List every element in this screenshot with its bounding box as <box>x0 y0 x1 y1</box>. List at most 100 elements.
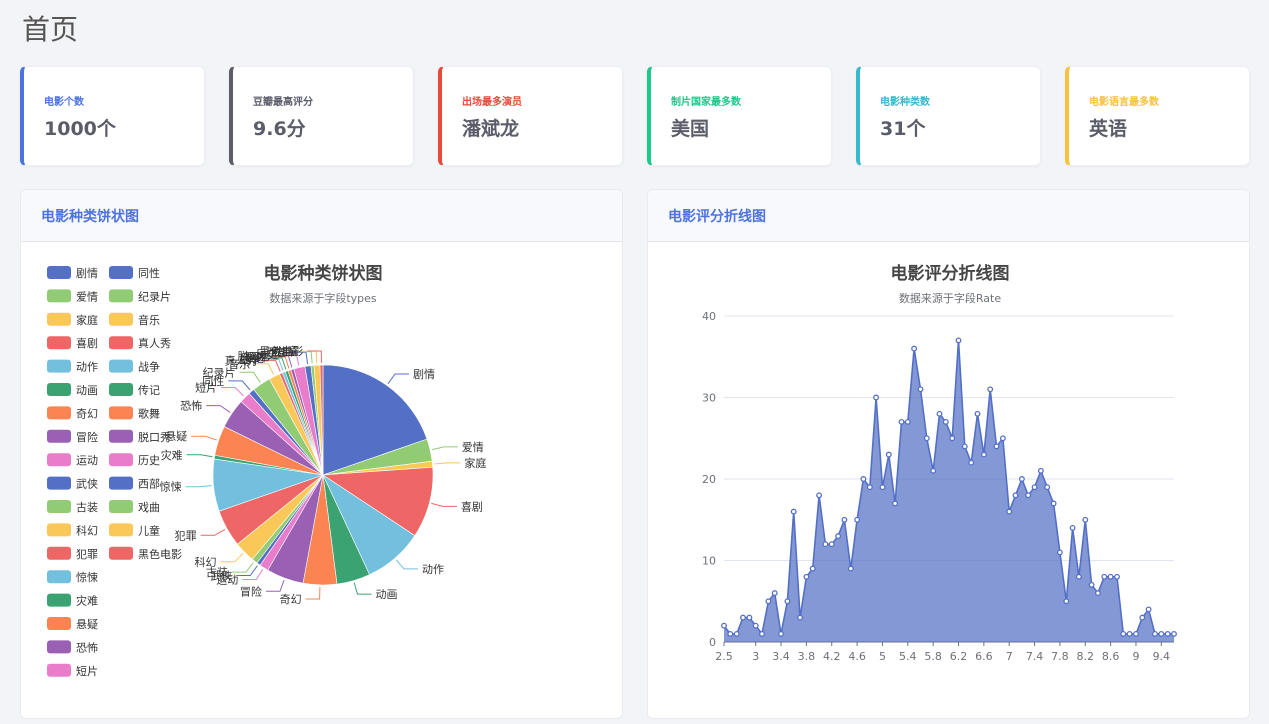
pie-label-line <box>264 358 284 371</box>
legend-swatch <box>109 429 133 443</box>
stat-card-value: 1000个 <box>44 118 116 140</box>
legend-item: 纪录片 <box>109 289 171 303</box>
data-point <box>847 565 854 572</box>
data-point <box>803 573 810 580</box>
pie-slice-label: 纪录片 <box>203 366 236 379</box>
legend-swatch <box>47 453 71 467</box>
x-tick-label: 6.2 <box>950 650 968 663</box>
data-point <box>1164 630 1171 637</box>
legend-item: 传记 <box>109 383 160 397</box>
legend-swatch <box>47 266 71 279</box>
x-tick-label: 7.4 <box>1026 650 1044 663</box>
x-tick-label: 8.2 <box>1077 650 1095 663</box>
pie-label-line <box>271 356 290 369</box>
pie-slice-label: 悬疑 <box>165 430 187 443</box>
stat-card-label: 出场最多演员 <box>462 97 522 108</box>
legend-item: 真人秀 <box>109 336 171 350</box>
pie-slice-label: 真人秀 <box>225 353 258 367</box>
data-point <box>1050 500 1057 507</box>
legend-label: 古装 <box>76 501 98 514</box>
data-point <box>904 418 911 425</box>
data-point <box>746 614 753 621</box>
pie-label-line <box>261 359 281 372</box>
pie-label-line <box>305 586 321 600</box>
line-chart-title: 电影评分折线图 <box>891 263 1010 284</box>
pie-slice <box>322 466 434 536</box>
x-tick-label: 2.5 <box>715 650 733 663</box>
pie-label-line <box>200 528 226 536</box>
legend-swatch <box>47 383 71 396</box>
stat-card-label: 制片国家最多数 <box>671 97 741 108</box>
pie-slice-label: 恐怖 <box>180 399 202 413</box>
y-tick-label: 20 <box>702 473 716 486</box>
data-point <box>1037 467 1044 474</box>
x-tick-label: 3 <box>752 650 759 663</box>
data-point <box>854 516 861 523</box>
pie-label-line <box>307 350 322 364</box>
legend-swatch <box>47 289 71 303</box>
x-tick-label: 6.6 <box>975 650 993 663</box>
pie-slice-label: 奇幻 <box>280 593 302 606</box>
data-point <box>987 386 994 393</box>
data-point <box>1069 524 1076 531</box>
data-point <box>1031 484 1038 491</box>
stat-card-label: 电影个数 <box>44 97 84 108</box>
pie-chart-title: 电影种类饼状图 <box>264 263 383 284</box>
legend-label: 短片 <box>76 664 98 678</box>
pie-label-line <box>266 579 285 592</box>
data-point <box>1114 573 1120 580</box>
pie-label-line <box>242 569 264 580</box>
data-point <box>879 484 886 491</box>
pie-slice-label: 古装 <box>206 566 228 579</box>
pie-label-line <box>220 553 244 563</box>
pie-label-line <box>431 502 457 507</box>
legend-label: 纪录片 <box>138 290 171 303</box>
x-tick-label: 9.4 <box>1153 650 1171 663</box>
stat-card-genre-count: 电影种类数 31个 <box>856 66 1041 166</box>
legend-swatch <box>109 453 133 467</box>
data-point <box>784 598 791 605</box>
pie-slice <box>319 364 324 476</box>
legend-swatch <box>47 640 71 654</box>
legend-swatch <box>47 617 71 630</box>
data-point <box>949 435 956 442</box>
data-point <box>1158 630 1165 637</box>
legend-swatch <box>47 570 71 584</box>
pie-slice-label: 科幻 <box>195 555 217 569</box>
data-point <box>765 598 772 605</box>
pie-slice-label: 爱情 <box>462 441 484 454</box>
legend-item: 儿童 <box>109 523 160 537</box>
legend-swatch <box>109 476 133 490</box>
stat-card-movie-count: 电影个数 1000个 <box>20 66 205 166</box>
data-point <box>841 516 848 523</box>
data-point <box>752 622 759 629</box>
legend-label: 犯罪 <box>76 548 98 561</box>
data-point <box>1088 581 1095 588</box>
legend-item: 剧情 <box>47 266 98 280</box>
stat-card-top-rating: 豆瓣最高评分 9.6分 <box>229 66 414 166</box>
data-point <box>866 484 873 491</box>
data-point <box>828 541 835 548</box>
data-point <box>1082 516 1089 523</box>
pie-label-line <box>228 380 251 391</box>
data-point <box>1044 484 1051 491</box>
legend-item: 恐怖 <box>47 640 98 654</box>
legend-swatch <box>47 500 71 513</box>
data-point <box>873 394 880 401</box>
legend-label: 剧情 <box>76 267 98 280</box>
legend-swatch <box>47 523 71 537</box>
data-point <box>892 500 899 507</box>
x-tick-label: 5.8 <box>924 650 942 663</box>
stat-card-value: 31个 <box>880 118 926 140</box>
legend-label: 脱口秀 <box>138 430 171 444</box>
legend-item: 喜剧 <box>47 336 98 350</box>
pie-chart-subtitle: 数据来源于字段types <box>269 291 377 305</box>
y-tick-label: 30 <box>702 392 716 405</box>
area-fill <box>724 340 1174 642</box>
data-point <box>797 614 804 621</box>
data-point <box>778 630 784 637</box>
pie-slice <box>322 364 428 476</box>
pie-label-line <box>353 582 372 595</box>
pie-slice-label: 西部 <box>266 345 288 359</box>
legend-item: 运动 <box>47 453 98 467</box>
